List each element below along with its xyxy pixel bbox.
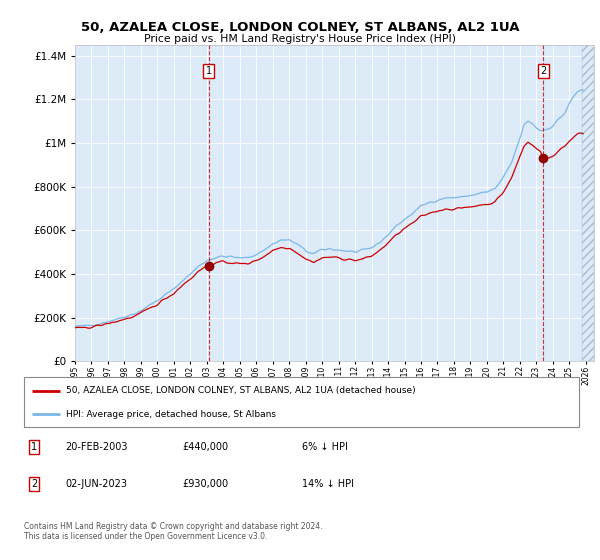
Text: 02-JUN-2023: 02-JUN-2023 (65, 479, 128, 489)
Text: 14% ↓ HPI: 14% ↓ HPI (302, 479, 353, 489)
Bar (581, 45, 594, 361)
Text: £930,000: £930,000 (182, 479, 228, 489)
Text: 20-FEB-2003: 20-FEB-2003 (65, 442, 128, 452)
Text: Price paid vs. HM Land Registry's House Price Index (HPI): Price paid vs. HM Land Registry's House … (144, 34, 456, 44)
FancyBboxPatch shape (24, 377, 579, 427)
Text: 2: 2 (31, 479, 37, 489)
Text: 6% ↓ HPI: 6% ↓ HPI (302, 442, 347, 452)
Text: 50, AZALEA CLOSE, LONDON COLNEY, ST ALBANS, AL2 1UA (detached house): 50, AZALEA CLOSE, LONDON COLNEY, ST ALBA… (65, 386, 415, 395)
Text: 1: 1 (206, 66, 212, 76)
Text: 50, AZALEA CLOSE, LONDON COLNEY, ST ALBANS, AL2 1UA: 50, AZALEA CLOSE, LONDON COLNEY, ST ALBA… (81, 21, 519, 34)
Text: 2: 2 (540, 66, 547, 76)
Text: 1: 1 (31, 442, 37, 452)
Text: HPI: Average price, detached house, St Albans: HPI: Average price, detached house, St A… (65, 410, 275, 419)
Text: £440,000: £440,000 (182, 442, 228, 452)
Text: Contains HM Land Registry data © Crown copyright and database right 2024.
This d: Contains HM Land Registry data © Crown c… (24, 522, 323, 542)
Bar (581, 45, 594, 361)
